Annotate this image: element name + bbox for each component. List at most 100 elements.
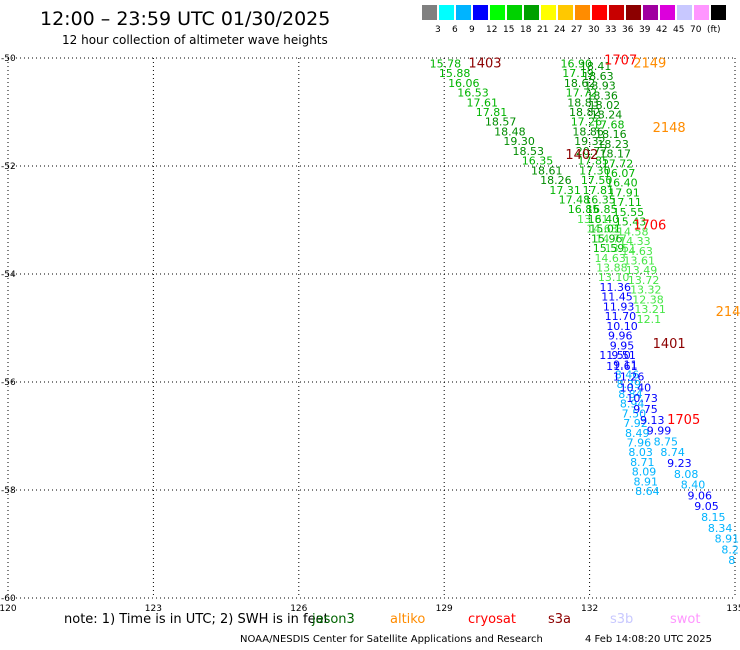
wave-height-value: 15.59 [593,242,625,255]
wave-height-value: 18.17 [600,148,632,161]
legend-entry: jason3 [312,612,355,627]
scale-tick-label: 9 [469,25,475,35]
wave-height-value: 13.81 [577,213,609,226]
lon-tick-label: 135 [726,604,740,612]
wave-height-value: 13.88 [596,262,628,275]
wave-height-value: 16.40 [588,213,620,226]
wave-height-value: 18.93 [584,80,616,93]
wave-height-value: 16.35 [584,193,616,206]
scale-swatch [575,5,590,20]
scale-tick-label: 42 [656,25,668,35]
wave-height-value: 18.02 [589,99,621,112]
wave-height-value: 9.99 [647,425,672,438]
wave-height-value: 8.15 [701,511,726,524]
scale-swatch [422,5,437,20]
scale-tick-label: 70 [690,25,702,35]
wave-height-value: 18.61 [531,164,563,177]
wave-height-value: 17.30 [579,164,611,177]
scale-swatch [558,5,573,20]
pass-id-label: 1707 [604,54,637,69]
wave-height-value: 18.63 [582,70,614,83]
lon-tick-label: 129 [436,604,453,612]
legend-entry: s3b [610,612,634,627]
wave-height-value: 8.39 [616,378,641,391]
wave-height-value: 8.84 [618,388,643,401]
wave-height-value: 15.55 [613,206,645,219]
wave-height-value: 16.35 [522,155,554,168]
credit-line: NOAA/NESDIS Center for Satellite Applica… [240,634,543,645]
lon-tick-label: 120 [0,604,17,612]
wave-height-value: 19.32 [574,135,606,148]
pass-id-label: 214 [716,305,740,320]
wave-height-value: 8.49 [625,427,650,440]
wave-height-value: 17.72 [566,87,598,100]
legend-entry: swot [670,612,701,627]
map-axis-labels: 120 123 126 129 132 135 -50 -52 -54 -56 -58 -60 [0,54,740,612]
wave-height-value: 10.40 [620,381,652,394]
wave-height-value: 17.31 [549,184,581,197]
wave-height-value: 20.77 [576,145,608,158]
lat-tick-label: -50 [1,54,16,64]
wave-height-value: 18.86 [572,125,604,138]
wave-height-value: 10.73 [626,392,658,405]
legend-entry: altiko [390,612,426,627]
wave-height-value: 8.2 [721,543,739,556]
scale-swatch [592,5,607,20]
pass-id-label: 1402 [565,148,598,163]
footer-note: note: 1) Time is in UTC; 2) SWH is in fe… [64,612,329,627]
wave-height-value: 18.36 [586,89,618,102]
legend-entry: s3a [548,612,572,627]
wave-height-value: 18.41 [580,60,612,73]
map-title: 12:00 – 23:59 UTC 01/30/2025 [40,8,331,30]
wave-height-value: 18.24 [591,109,623,122]
wave-height-value: 14.58 [617,225,649,238]
map-subtitle: 12 hour collection of altimeter wave hei… [62,33,328,47]
wave-height-value: 18.62 [564,77,596,90]
wave-height-value: 11.70 [605,310,637,323]
scale-tick-label: 30 [588,25,600,35]
wave-height-value: 16.06 [448,77,480,90]
scale-tick-label: 15 [503,25,515,35]
wave-height-value: 14.33 [619,235,651,248]
legend-entry: cryosat [468,612,516,627]
scale-swatch [541,5,556,20]
lon-tick-label: 126 [290,604,307,612]
wave-height-value: 9.96 [608,330,633,343]
wave-height-value: 16.07 [604,167,636,180]
scale-tick-label: 6 [452,25,458,35]
lon-tick-label: 123 [145,604,162,612]
wave-height-value: 13.10 [598,271,630,284]
wave-height-value: 18.26 [540,174,572,187]
wave-height-value: 9.95 [610,339,635,352]
pass-id-label: 2148 [653,121,686,136]
wave-height-value: 16.85 [586,203,618,216]
wave-height-value: 8.91 [715,533,740,546]
scale-tick-label: (ft) [707,25,721,35]
pass-id-label: 1706 [633,218,666,233]
wave-height-value: 13.32 [630,284,662,297]
scale-swatch [439,5,454,20]
wave-height-value: 9.13 [640,414,665,427]
scale-swatch [507,5,522,20]
wave-height-value: 15.01 [589,223,621,236]
scale-tick-label: 18 [520,25,532,35]
scale-swatch [490,5,505,20]
scale-tick-label: 33 [605,25,617,35]
lat-tick-label: -58 [1,486,16,496]
wave-height-value: 15.78 [430,57,462,70]
lat-tick-label: -54 [1,270,16,280]
wave-height-value: 14.77 [595,232,627,245]
wave-height-value: 11.45 [601,291,633,304]
wave-height-value: 8.08 [674,468,699,481]
scale-swatch [473,5,488,20]
wave-height-value: 8.75 [654,435,679,448]
scale-swatch [660,5,675,20]
scale-tick-label: 21 [537,25,549,35]
wave-height-value: 8.34 [708,522,733,535]
wave-height-value: 17.81 [476,106,508,119]
wave-height-value: 15.96 [591,232,623,245]
wave-height-value: 14.63 [594,252,626,265]
wave-height-value: 9.75 [633,403,658,416]
scale-swatch [626,5,641,20]
